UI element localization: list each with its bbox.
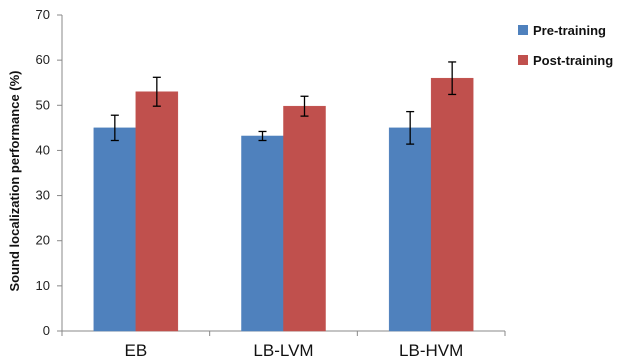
y-axis-title: Sound localization performance (%) [7,70,22,291]
y-tick-label: 60 [36,52,50,67]
bar-pre-training-eb [93,127,137,332]
bar-pre-training-lb-hvm [388,127,432,332]
y-tick-label: 40 [36,142,50,157]
legend-swatch-pre-training [518,25,528,35]
y-tick-label: 30 [36,188,50,203]
legend-swatch-post-training [518,55,528,65]
bars [93,61,474,332]
x-category-label: LB-LVM [253,341,313,360]
legend-label: Pre-training [533,23,606,38]
y-tick-label: 70 [36,7,50,22]
x-category-label: LB-HVM [399,341,463,360]
y-tick-label: 50 [36,97,50,112]
bar-post-training-eb [135,91,179,332]
y-tick-label: 10 [36,278,50,293]
legend: Pre-training Post-training [518,23,613,68]
y-tick-label: 20 [36,233,50,248]
bar-pre-training-lb-lvm [241,135,284,332]
x-category-label: EB [124,341,147,360]
legend-label: Post-training [533,53,613,68]
bar-post-training-lb-lvm [283,105,326,332]
y-tick-label: 0 [43,323,50,338]
bar-post-training-lb-hvm [430,77,474,332]
